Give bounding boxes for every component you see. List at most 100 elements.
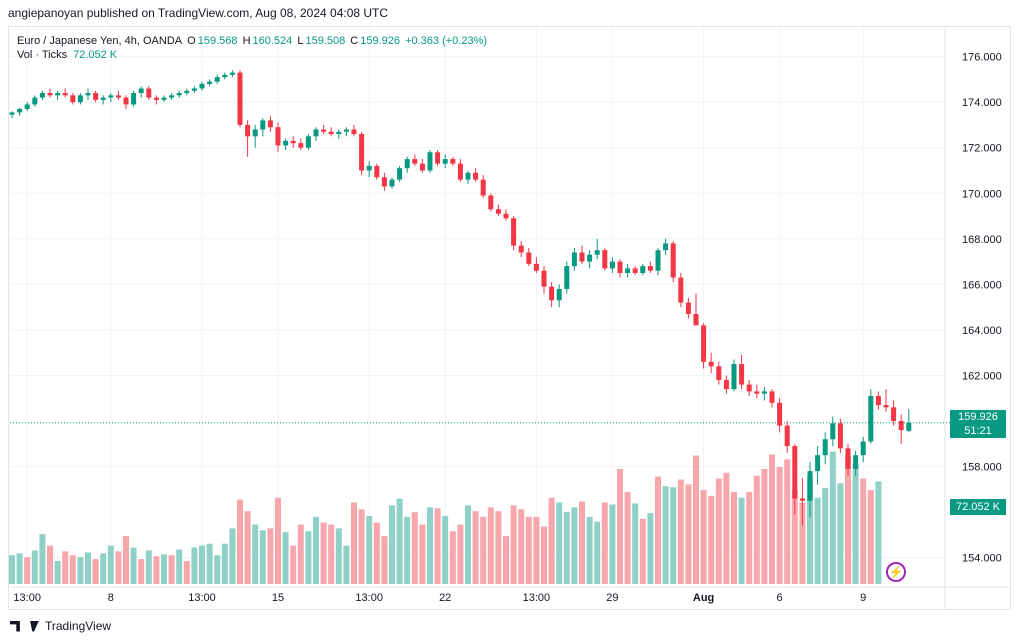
last-price-tag: 159.926 51:21 <box>950 410 1006 438</box>
volume-bar <box>373 522 380 584</box>
volume-bar <box>541 526 547 584</box>
volume-bar <box>852 464 859 584</box>
candle-body <box>146 88 152 98</box>
volume-bar <box>525 516 532 584</box>
volume-bar <box>214 555 221 584</box>
volume-bar <box>191 547 198 584</box>
volume-bar <box>259 530 266 584</box>
volume-bar <box>138 559 145 584</box>
x-tick-label: Aug <box>693 592 714 604</box>
candle-body <box>343 129 349 132</box>
volume-bar <box>556 502 563 584</box>
legend-h-label: H <box>242 35 251 47</box>
candle-body <box>549 286 555 301</box>
y-tick-label: 162.000 <box>962 370 1002 382</box>
candle-body <box>336 131 342 135</box>
legend-c-label: C <box>350 35 359 47</box>
y-tick-label: 176.000 <box>962 52 1002 64</box>
volume-bar <box>267 528 274 584</box>
candle-body <box>412 159 418 164</box>
candle-body <box>85 93 91 96</box>
volume-bar <box>791 490 798 584</box>
volume-bar <box>366 515 373 584</box>
candle-body <box>123 97 129 105</box>
volume-bar <box>632 503 639 584</box>
volume-bar <box>47 545 53 584</box>
volume-bar <box>381 536 388 584</box>
volume-bar <box>449 531 456 584</box>
candle-body <box>701 325 707 362</box>
candle-body <box>32 97 38 105</box>
candle-body <box>131 93 137 105</box>
volume-bar <box>715 478 722 584</box>
candle-body <box>214 77 220 82</box>
volume-bar <box>685 484 692 584</box>
volume-bar <box>700 490 707 584</box>
candle-body <box>860 441 866 456</box>
candle-body <box>275 127 281 146</box>
y-tick-label: 170.000 <box>962 188 1002 200</box>
footer-brand-text: TradingView <box>45 619 112 633</box>
volume-bar <box>199 545 205 584</box>
volume-bar <box>571 507 578 584</box>
volume-bar <box>39 534 46 584</box>
lightning-icon[interactable]: ⚡ <box>886 562 906 582</box>
candle-body <box>723 380 729 390</box>
y-tick-label: 174.000 <box>962 97 1002 109</box>
candle-body <box>571 252 577 267</box>
volume-bar <box>282 532 289 584</box>
candle-body <box>100 97 106 100</box>
candle-body <box>488 195 494 210</box>
candle-body <box>761 391 767 394</box>
candle-body <box>784 425 790 447</box>
legend-l-label: L <box>297 35 304 47</box>
volume-bar <box>168 555 175 584</box>
volume-bar <box>624 491 631 584</box>
volume-bar <box>69 555 76 584</box>
legend-symbol[interactable]: Euro / Japanese Yen, 4h, OANDA <box>17 35 183 47</box>
volume-label[interactable]: Vol · Ticks <box>17 49 68 61</box>
x-tick-label: 13:00 <box>13 592 41 604</box>
candle-body <box>93 93 99 100</box>
volume-bar <box>617 468 623 584</box>
volume-bar <box>237 499 243 584</box>
volume-bar <box>738 497 745 584</box>
volume-bar <box>708 495 715 584</box>
volume-bar <box>275 497 281 584</box>
candle-body <box>62 93 68 96</box>
volume-bar <box>54 560 61 584</box>
candle-body <box>283 140 289 146</box>
footer-brand: TradingView <box>10 619 111 633</box>
candle-body <box>594 250 600 255</box>
candle-body <box>837 423 843 449</box>
candle-body <box>830 423 836 440</box>
volume-bar <box>92 559 99 584</box>
candle-body <box>366 165 372 171</box>
volume-bar <box>761 468 768 584</box>
volume-bar <box>518 509 525 584</box>
volume-bar <box>746 491 753 584</box>
tradingview-logo-icon <box>10 620 20 632</box>
volume-bar <box>396 498 403 584</box>
volume-bar <box>662 486 669 584</box>
candle-body <box>602 250 608 269</box>
candle-body <box>746 384 752 392</box>
volume-bar <box>206 543 213 584</box>
volume-bar <box>487 507 494 584</box>
chart-panel[interactable] <box>8 26 1011 610</box>
candle-body <box>465 172 471 180</box>
volume-bar <box>244 511 251 584</box>
candle-body <box>321 129 327 132</box>
legend-low: 159.508 <box>305 35 346 47</box>
y-tick-label: 158.000 <box>962 462 1002 474</box>
volume-bar <box>77 557 84 584</box>
bar-countdown: 51:21 <box>964 425 992 437</box>
candle-body <box>435 152 441 164</box>
x-tick-label: 9 <box>860 592 866 604</box>
volume-bar <box>123 536 129 584</box>
candle-body <box>397 168 403 180</box>
volume-bar <box>563 512 570 584</box>
legend-o-label: O <box>187 35 196 47</box>
candle-body <box>792 446 798 499</box>
